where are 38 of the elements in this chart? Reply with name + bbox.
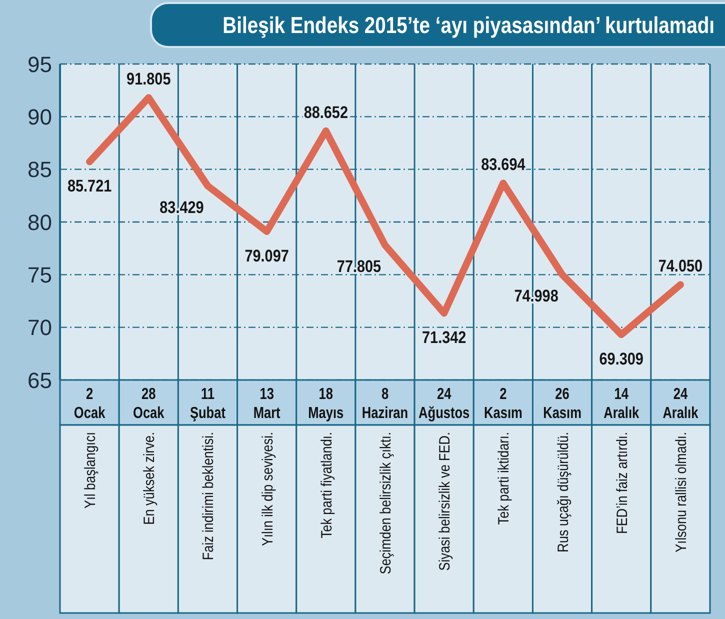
data-label: 83.694: [481, 156, 526, 174]
data-label: 74.050: [658, 258, 703, 276]
data-label: 88.652: [304, 104, 348, 122]
y-tick-label: 95: [28, 52, 52, 77]
data-label: 69.309: [599, 350, 644, 369]
x-tick-label: 2 Kasım: [484, 386, 522, 422]
x-tick-label: 24 Ağustos: [418, 386, 470, 422]
y-tick-label: 80: [28, 210, 52, 235]
x-tick-label: 14 Aralık: [604, 386, 640, 422]
y-tick-label: 70: [28, 315, 52, 340]
x-tick-label: 8 Haziran: [362, 386, 408, 422]
data-label: 85.721: [67, 178, 112, 196]
data-label: 79.097: [244, 248, 290, 266]
y-tick-label: 85: [28, 157, 52, 182]
x-tick-label: 2 Ocak: [74, 386, 106, 422]
x-tick-label: 13 Mart: [253, 386, 280, 422]
x-tick-label: 18 Mayıs: [308, 386, 344, 422]
text: Yılın ilk dip seviyesi.: [258, 432, 276, 546]
text: Tek parti fiyatlandı.: [317, 432, 335, 538]
text: Faiz indirimi beklentisi.: [199, 432, 216, 560]
text: FED’in faiz artırdı.: [612, 432, 630, 534]
y-tick-label: 65: [28, 368, 52, 393]
x-tick-label: 26 Kasım: [543, 386, 582, 422]
text: En yüksek zirve.: [140, 432, 158, 525]
chart-title: Bileşik Endeks 2015’te ‘ayı piyasasından’ kurtulamadı: [223, 12, 715, 38]
text: Yılsonu rallisi olmadı.: [672, 432, 690, 552]
text: Tek parti iktidarı.: [494, 432, 512, 525]
text: Seçimden belirsizlik çıktı.: [376, 432, 394, 574]
text: Yıl başlangıcı: [81, 432, 98, 508]
data-label: 71.342: [422, 329, 466, 348]
data-label: 91.805: [126, 70, 171, 89]
x-tick-label: 24 Aralık: [662, 386, 700, 422]
text: Siyasi belirsizlik ve FED.: [436, 432, 453, 571]
text: Rus uçağı düşürüldü.: [554, 432, 572, 552]
x-tick-label: 11 Şubat: [190, 386, 226, 422]
y-tick-label: 75: [28, 262, 52, 288]
y-tick-label: 90: [28, 104, 52, 130]
x-tick-label: 28 Ocak: [132, 386, 166, 422]
